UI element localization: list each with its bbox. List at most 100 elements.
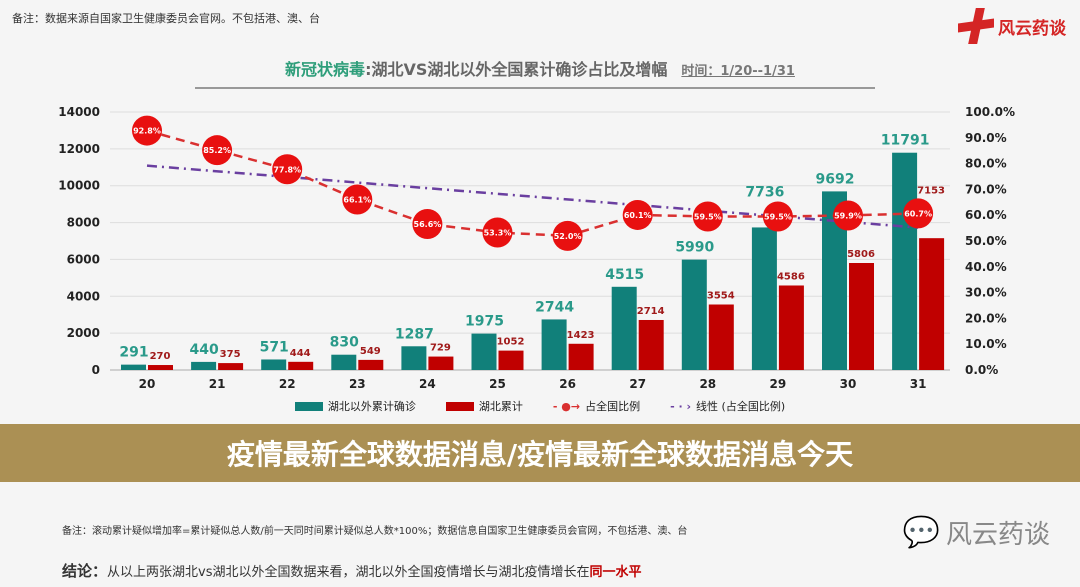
y-right-tick: 70.0% xyxy=(965,182,1007,196)
ratio-point xyxy=(622,199,653,230)
x-tick: 27 xyxy=(629,377,646,391)
bar-label-hubei: 375 xyxy=(220,349,241,360)
bar-hubei xyxy=(148,365,173,370)
bar-hubei xyxy=(288,361,314,370)
bar-outside-hubei xyxy=(401,346,427,370)
y-right-tick: 0.0% xyxy=(965,363,998,377)
bar-outside-hubei xyxy=(681,259,707,370)
conclusion-highlight: 同一水平 xyxy=(589,565,642,580)
bar-label-outside-hubei: 571 xyxy=(260,339,289,355)
legend-item-trend: - · › 线性 (占全国比例) xyxy=(670,398,785,414)
y-left-tick: 6000 xyxy=(67,252,100,266)
logo-text: 风云药谈 xyxy=(998,18,1066,39)
legend-line-marker: - · › xyxy=(670,399,692,413)
bar-hubei xyxy=(218,363,244,370)
x-tick: 21 xyxy=(209,377,226,391)
legend-line-marker: - ●→ xyxy=(552,399,581,413)
bar-outside-hubei xyxy=(331,354,357,370)
bar-label-outside-hubei: 1287 xyxy=(395,326,434,342)
ratio-point xyxy=(552,220,583,251)
bar-label-hubei: 7153 xyxy=(917,185,945,196)
bar-label-hubei: 1052 xyxy=(497,337,525,348)
wechat-icon: 💬 xyxy=(902,515,940,550)
x-tick: 25 xyxy=(489,377,506,391)
bar-outside-hubei xyxy=(611,286,637,370)
bar-hubei xyxy=(778,285,804,370)
y-left-tick: 12000 xyxy=(58,142,100,156)
y-right-tick: 50.0% xyxy=(965,234,1007,248)
bar-label-hubei: 3554 xyxy=(707,291,735,302)
ratio-label: 60.1% xyxy=(624,211,652,220)
bar-hubei xyxy=(498,350,524,370)
y-right-tick: 40.0% xyxy=(965,260,1007,274)
ratio-label: 53.3% xyxy=(484,228,512,237)
legend-label: 湖北累计 xyxy=(478,400,523,413)
x-tick: 23 xyxy=(349,377,366,391)
ratio-point xyxy=(272,154,303,185)
bar-outside-hubei xyxy=(121,364,146,370)
y-right-tick: 10.0% xyxy=(965,337,1007,351)
bar-label-outside-hubei: 291 xyxy=(119,345,148,361)
watermark-text: 风云药谈 xyxy=(945,520,1050,550)
ratio-label: 59.5% xyxy=(694,212,722,221)
bar-outside-hubei xyxy=(261,359,287,370)
bar-hubei xyxy=(849,263,874,370)
legend-item-outside-hubei: 湖北以外累计确诊 xyxy=(294,398,416,414)
bar-hubei xyxy=(568,343,594,370)
y-left-tick: 2000 xyxy=(67,326,100,340)
bar-label-hubei: 4586 xyxy=(777,271,805,282)
bar-label-outside-hubei: 1975 xyxy=(465,314,504,330)
title-rest: :湖北VS湖北以外全国累计确诊占比及增幅 xyxy=(365,60,668,79)
bar-label-hubei: 2714 xyxy=(637,306,665,317)
ratio-point xyxy=(342,184,373,215)
ratio-label: 52.0% xyxy=(554,232,582,241)
bar-hubei xyxy=(638,319,664,370)
x-tick: 30 xyxy=(840,377,857,391)
legend-label: 占全国比例 xyxy=(585,400,641,413)
y-right-tick: 90.0% xyxy=(965,131,1007,145)
bar-label-outside-hubei: 9692 xyxy=(816,171,855,187)
bar-outside-hubei xyxy=(471,333,497,370)
conclusion-label: 结论： xyxy=(62,562,108,580)
ratio-label: 60.7% xyxy=(904,209,932,218)
bar-label-hubei: 729 xyxy=(430,343,451,354)
bar-label-hubei: 270 xyxy=(150,351,171,362)
source-note: 备注：数据来源自国家卫生健康委员会官网。不包括港、澳、台 xyxy=(12,12,320,25)
bar-outside-hubei xyxy=(751,227,777,370)
bar-hubei xyxy=(358,359,384,370)
ratio-point xyxy=(482,217,513,248)
ratio-point xyxy=(692,201,723,232)
bar-label-hubei: 444 xyxy=(290,348,311,359)
y-left-tick: 4000 xyxy=(67,289,100,303)
bar-outside-hubei xyxy=(892,152,918,370)
y-right-tick: 80.0% xyxy=(965,157,1007,171)
y-left-tick: 14000 xyxy=(58,105,100,119)
title-green: 新冠状病毒 xyxy=(285,60,366,79)
bar-outside-hubei xyxy=(541,319,567,370)
y-left-tick: 10000 xyxy=(58,179,100,193)
legend: 湖北以外累计确诊 湖北累计 - ●→ 占全国比例 - · › 线性 (占全国比例) xyxy=(0,398,1080,414)
bar-label-outside-hubei: 4515 xyxy=(605,267,644,283)
bar-outside-hubei xyxy=(191,361,217,370)
title-divider xyxy=(195,87,875,89)
bar-label-outside-hubei: 11791 xyxy=(881,133,930,149)
legend-item-ratio: - ●→ 占全国比例 xyxy=(553,398,640,414)
conclusion: 结论：从以上两张湖北vs湖北以外全国数据来看，湖北以外全国疫情增长与湖北疫情增长… xyxy=(62,560,642,581)
bar-label-outside-hubei: 5990 xyxy=(675,240,714,256)
overlay-banner: 疫情最新全球数据消息/疫情最新全球数据消息今天 xyxy=(0,424,1080,482)
ratio-label: 59.9% xyxy=(834,211,862,220)
ratio-label: 66.1% xyxy=(343,195,371,204)
legend-swatch xyxy=(294,401,323,411)
y-left-tick: 0 xyxy=(92,363,100,377)
logo: 风云药谈 xyxy=(956,6,1066,46)
ratio-label: 59.5% xyxy=(764,212,792,221)
ratio-label: 56.6% xyxy=(414,220,442,229)
x-tick: 20 xyxy=(139,377,156,391)
x-tick: 22 xyxy=(279,377,296,391)
ratio-point xyxy=(412,208,443,239)
bar-label-outside-hubei: 7736 xyxy=(745,184,784,200)
bar-label-outside-hubei: 830 xyxy=(330,335,359,351)
bar-hubei xyxy=(708,304,734,370)
